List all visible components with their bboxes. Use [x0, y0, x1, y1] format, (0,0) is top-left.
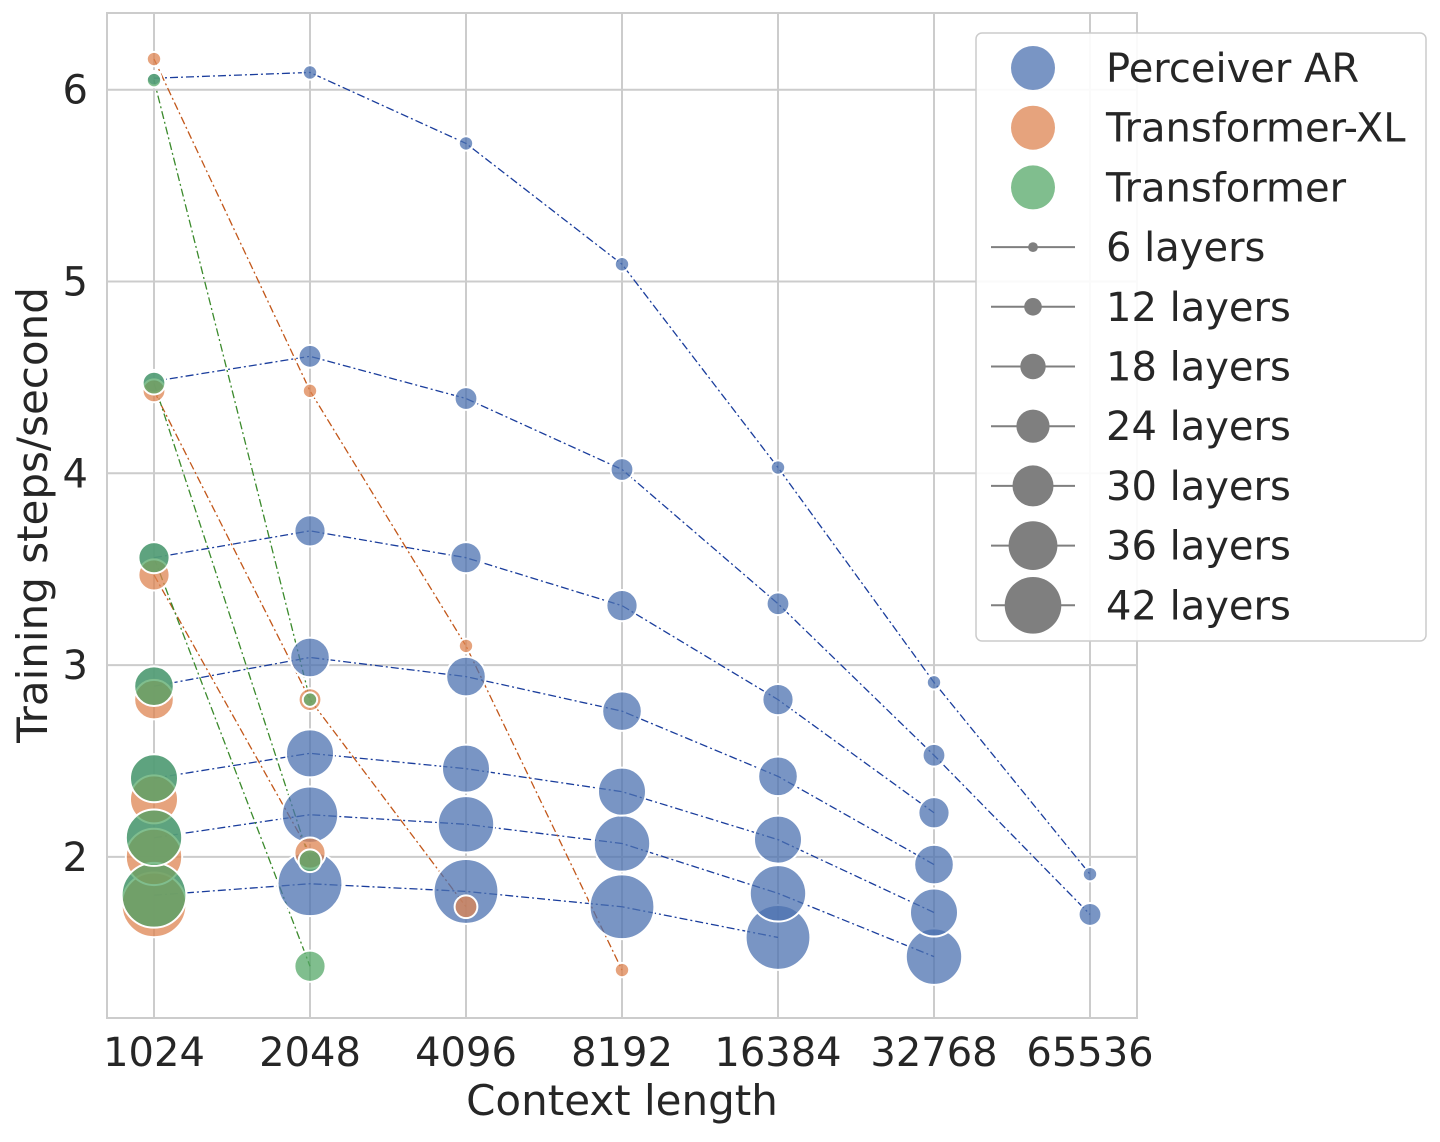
- data-point-perceiver-ar-24-layers: [445, 655, 487, 698]
- series-line-perceiver-ar-30-layers: [153, 752, 935, 914]
- data-point-perceiver-ar-30-layers: [909, 887, 959, 938]
- x-tick-label: 4096: [415, 1030, 517, 1076]
- data-point-transformer-24-layers: [133, 665, 175, 707]
- data-point-perceiver-ar-36-layers: [280, 785, 340, 844]
- legend-marker: [1011, 105, 1055, 150]
- legend-label: 42 layers: [1106, 583, 1291, 629]
- x-tick-label: 32768: [870, 1030, 997, 1076]
- data-point-transformer-6-layers: [301, 691, 319, 708]
- x-tick-label: 65536: [1026, 1030, 1153, 1076]
- series-line-perceiver-ar-24-layers: [153, 656, 935, 866]
- data-point-transformer-xl-12-layers: [453, 894, 479, 920]
- legend-size-marker: [1028, 242, 1038, 253]
- legend-label: 30 layers: [1106, 464, 1291, 510]
- data-point-perceiver-ar-42-layers: [588, 873, 656, 941]
- legend-size-marker: [1004, 577, 1062, 634]
- data-point-perceiver-ar-12-layers: [1077, 902, 1103, 927]
- data-point-perceiver-ar-18-layers: [917, 796, 951, 830]
- y-tick-label: 6: [63, 68, 88, 114]
- data-point-transformer-18-layers: [293, 949, 327, 983]
- legend-size-marker: [1024, 298, 1042, 316]
- legend-label: Perceiver AR: [1106, 46, 1359, 92]
- data-point-transformer-42-layers: [120, 861, 188, 929]
- series-line-transformer-xl-6-layers: [153, 58, 623, 971]
- data-point-perceiver-ar-36-layers: [592, 814, 652, 873]
- data-point-transformer-30-layers: [129, 753, 179, 804]
- legend-label: 12 layers: [1106, 285, 1291, 331]
- data-point-transformer-6-layers: [145, 71, 163, 89]
- series-line-perceiver-ar-18-layers: [153, 530, 935, 814]
- legend-size-marker: [1012, 465, 1054, 507]
- data-point-perceiver-ar-6-layers: [769, 459, 787, 476]
- legend: Perceiver AR Transformer-XL Transformer 6 l…: [975, 32, 1427, 642]
- data-point-perceiver-ar-12-layers: [609, 457, 635, 482]
- data-point-perceiver-ar-30-layers: [597, 766, 647, 817]
- x-tick-label: 16384: [714, 1030, 841, 1076]
- data-point-perceiver-ar-6-layers: [613, 256, 631, 273]
- data-point-perceiver-ar-6-layers: [1081, 865, 1099, 883]
- data-point-perceiver-ar-30-layers: [441, 743, 491, 794]
- legend-size-marker: [1008, 521, 1058, 570]
- series-line-transformer-xl-12-layers: [153, 390, 467, 908]
- legend-label: 36 layers: [1106, 524, 1291, 570]
- data-point-perceiver-ar-18-layers: [293, 514, 327, 548]
- y-tick-label: 4: [63, 451, 88, 497]
- data-point-perceiver-ar-6-layers: [925, 674, 943, 691]
- legend-label: 18 layers: [1106, 345, 1291, 391]
- data-point-transformer-xl-6-layers: [613, 961, 631, 979]
- series-line-transformer-12-layers: [153, 382, 311, 861]
- data-point-perceiver-ar-18-layers: [605, 589, 639, 623]
- x-axis-label: Context length: [466, 1076, 778, 1125]
- legend-box: [975, 32, 1427, 642]
- data-point-perceiver-ar-6-layers: [457, 135, 475, 152]
- legend-marker: [1011, 46, 1055, 90]
- data-point-perceiver-ar-24-layers: [601, 690, 643, 732]
- data-point-perceiver-ar-24-layers: [757, 755, 799, 798]
- y-axis-label: Training steps/second: [8, 287, 57, 744]
- data-point-transformer-xl-6-layers: [457, 637, 475, 655]
- data-point-perceiver-ar-12-layers: [453, 386, 479, 411]
- data-point-transformer-18-layers: [137, 541, 171, 575]
- data-point-perceiver-ar-12-layers: [297, 343, 323, 369]
- data-point-transformer-12-layers: [141, 370, 167, 396]
- y-tick-labels: 2 3 4 5 6: [63, 68, 88, 881]
- data-point-perceiver-ar-36-layers: [748, 864, 808, 923]
- legend-label: Transformer: [1105, 165, 1347, 211]
- legend-size-marker: [1020, 353, 1046, 380]
- legend-size-marker: [1016, 409, 1050, 443]
- data-point-perceiver-ar-12-layers: [765, 591, 791, 617]
- series-line-transformer-xl-18-layers: [153, 574, 311, 854]
- legend-marker: [1011, 165, 1055, 210]
- x-tick-labels: 1024 2048 4096 8192 16384 32768 65536: [103, 1030, 1154, 1076]
- data-point-transformer-xl-6-layers: [145, 50, 163, 68]
- legend-label: 24 layers: [1106, 404, 1291, 450]
- data-point-perceiver-ar-42-layers: [432, 858, 500, 925]
- series-line-perceiver-ar-36-layers: [153, 814, 935, 958]
- grid: [107, 13, 1137, 1018]
- data-point-perceiver-ar-18-layers: [449, 541, 483, 575]
- x-tick-label: 2048: [259, 1030, 361, 1076]
- data-point-perceiver-ar-30-layers: [285, 728, 335, 779]
- data-point-perceiver-ar-6-layers: [301, 64, 319, 81]
- data-point-transformer-36-layers: [124, 808, 184, 867]
- x-tick-label: 8192: [571, 1030, 673, 1076]
- data-point-perceiver-ar-12-layers: [921, 742, 947, 768]
- legend-label: Transformer-XL: [1105, 106, 1406, 152]
- series-line-transformer-6-layers: [153, 79, 311, 700]
- series-points: [120, 50, 1103, 986]
- data-point-perceiver-ar-18-layers: [761, 683, 795, 717]
- data-point-perceiver-ar-30-layers: [753, 814, 803, 865]
- data-point-perceiver-ar-24-layers: [913, 843, 955, 886]
- y-tick-label: 5: [63, 260, 88, 306]
- data-point-transformer-12-layers: [297, 848, 323, 874]
- y-tick-label: 3: [63, 643, 88, 689]
- data-point-transformer-xl-6-layers: [301, 382, 319, 400]
- legend-label: 6 layers: [1106, 225, 1265, 271]
- data-point-perceiver-ar-24-layers: [289, 636, 331, 679]
- data-point-perceiver-ar-36-layers: [436, 795, 496, 854]
- y-tick-label: 2: [63, 835, 88, 881]
- x-tick-label: 1024: [103, 1030, 205, 1076]
